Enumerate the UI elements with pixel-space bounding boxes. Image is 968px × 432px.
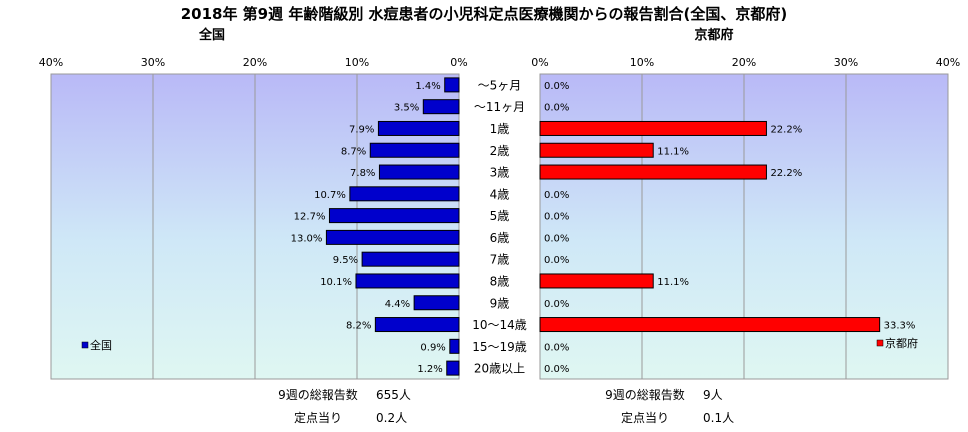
bar-kyoto [539, 273, 654, 289]
legend-label-kyoto: 京都府 [885, 336, 918, 350]
category-label: 20歳以上 [474, 362, 525, 376]
value-label: 1.4% [415, 81, 440, 92]
value-label: 0.0% [544, 81, 569, 92]
value-label: 0.0% [544, 212, 569, 223]
bar-kyoto [539, 142, 654, 158]
footer-label: 9週の総報告数 [278, 387, 358, 402]
value-label: 0.0% [544, 342, 569, 353]
bar-national [377, 120, 460, 136]
category-label: 5歳 [490, 209, 510, 223]
legend-swatch-kyoto [876, 339, 884, 347]
category-label: 8歳 [490, 274, 510, 288]
value-label: 0.0% [544, 233, 569, 244]
value-label: 9.5% [333, 255, 358, 266]
legend-swatch-national [81, 341, 89, 349]
value-label: 22.2% [770, 124, 802, 135]
panel-title-national: 全国 [198, 27, 225, 43]
value-label: 0.9% [420, 342, 445, 353]
value-label: 0.0% [544, 103, 569, 114]
bar-kyoto [539, 120, 767, 136]
footer-value: 9人 [703, 388, 723, 402]
bar-national [444, 77, 460, 93]
category-label: 10～14歳 [472, 318, 527, 332]
footer-value: 0.1人 [703, 411, 734, 425]
value-label: 0.0% [544, 364, 569, 375]
axis-tick-label: 10% [630, 56, 654, 69]
bar-national [369, 142, 460, 158]
bar-national [349, 186, 460, 202]
value-label: 13.0% [291, 233, 323, 244]
value-label: 7.9% [349, 124, 374, 135]
footer-value: 0.2人 [376, 411, 407, 425]
legend-label-national: 全国 [90, 338, 112, 352]
axis-tick-label: 40% [936, 56, 960, 69]
bar-national [378, 164, 460, 180]
category-label: ～11ヶ月 [474, 100, 525, 114]
footer-label: 定点当り [621, 410, 669, 425]
value-label: 11.1% [657, 146, 689, 157]
category-label: 2歳 [490, 144, 510, 158]
category-label: 6歳 [490, 231, 510, 245]
bar-national [374, 317, 460, 333]
category-label: ～5ヶ月 [478, 78, 522, 92]
category-label: 3歳 [490, 166, 510, 180]
category-label: 15～19歳 [472, 340, 527, 354]
bar-national [355, 273, 460, 289]
bar-national [422, 99, 460, 115]
bar-national [449, 338, 460, 354]
value-label: 3.5% [394, 103, 419, 114]
value-label: 8.2% [346, 321, 371, 332]
footer-label: 9週の総報告数 [605, 387, 685, 402]
axis-tick-label: 30% [141, 56, 165, 69]
value-label: 22.2% [770, 168, 802, 179]
value-label: 0.0% [544, 255, 569, 266]
bar-national [325, 229, 460, 245]
bar-national [328, 208, 460, 224]
value-label: 7.8% [350, 168, 375, 179]
bar-national [361, 251, 460, 267]
value-label: 0.0% [544, 299, 569, 310]
value-label: 4.4% [385, 299, 410, 310]
axis-tick-label: 30% [834, 56, 858, 69]
category-label: 4歳 [490, 187, 510, 201]
category-label: 1歳 [490, 122, 510, 136]
axis-tick-label: 10% [345, 56, 369, 69]
bar-kyoto [539, 164, 767, 180]
value-label: 0.0% [544, 190, 569, 201]
axis-tick-label: 40% [39, 56, 63, 69]
footer-label: 定点当り [294, 410, 342, 425]
axis-tick-label: 0% [531, 56, 548, 69]
value-label: 8.7% [341, 146, 366, 157]
axis-tick-label: 20% [732, 56, 756, 69]
value-label: 11.1% [657, 277, 689, 288]
value-label: 33.3% [884, 321, 916, 332]
footer-value: 655人 [376, 388, 411, 402]
category-label: 9歳 [490, 296, 510, 310]
value-label: 10.7% [314, 190, 346, 201]
bar-kyoto [539, 317, 881, 333]
bar-national [413, 295, 460, 311]
bar-national [446, 360, 460, 376]
axis-tick-label: 20% [243, 56, 267, 69]
chart-title: 2018年 第9週 年齢階級別 水痘患者の小児科定点医療機関からの報告割合(全国… [181, 5, 788, 23]
category-label: 7歳 [490, 253, 510, 267]
value-label: 10.1% [320, 277, 352, 288]
panel-title-kyoto: 京都府 [694, 27, 733, 43]
axis-tick-label: 0% [450, 56, 467, 69]
value-label: 12.7% [294, 212, 326, 223]
value-label: 1.2% [417, 364, 442, 375]
